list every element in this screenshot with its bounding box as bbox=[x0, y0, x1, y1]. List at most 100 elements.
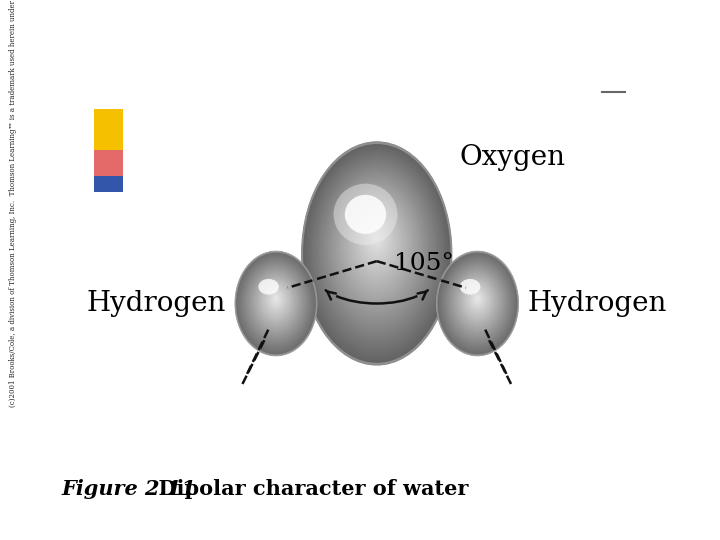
Ellipse shape bbox=[236, 253, 316, 354]
Ellipse shape bbox=[361, 217, 392, 264]
Text: Hydrogen: Hydrogen bbox=[86, 290, 225, 317]
Ellipse shape bbox=[440, 255, 516, 352]
Ellipse shape bbox=[364, 221, 389, 258]
Ellipse shape bbox=[266, 287, 286, 312]
Text: (c)2001 Brooks/Cole, a division of Thomson Learning, Inc.  Thomson Learning™ is : (c)2001 Brooks/Cole, a division of Thoms… bbox=[9, 0, 17, 407]
Ellipse shape bbox=[252, 271, 300, 332]
Ellipse shape bbox=[351, 204, 402, 281]
Ellipse shape bbox=[355, 209, 399, 274]
Ellipse shape bbox=[362, 218, 392, 262]
Text: Oxygen: Oxygen bbox=[459, 144, 566, 171]
Ellipse shape bbox=[239, 256, 313, 350]
Ellipse shape bbox=[369, 227, 384, 249]
Ellipse shape bbox=[474, 295, 480, 302]
Ellipse shape bbox=[346, 198, 408, 289]
Ellipse shape bbox=[373, 232, 380, 243]
Ellipse shape bbox=[323, 168, 431, 329]
Ellipse shape bbox=[240, 257, 312, 349]
Ellipse shape bbox=[320, 166, 433, 333]
Ellipse shape bbox=[333, 181, 421, 313]
Ellipse shape bbox=[374, 234, 379, 241]
Ellipse shape bbox=[324, 170, 430, 327]
Ellipse shape bbox=[308, 150, 446, 354]
Ellipse shape bbox=[474, 294, 482, 304]
FancyBboxPatch shape bbox=[94, 177, 123, 192]
Ellipse shape bbox=[253, 272, 299, 330]
Ellipse shape bbox=[256, 275, 296, 326]
Ellipse shape bbox=[366, 223, 388, 255]
Ellipse shape bbox=[265, 286, 287, 314]
FancyBboxPatch shape bbox=[94, 138, 123, 180]
Ellipse shape bbox=[347, 200, 406, 287]
Ellipse shape bbox=[336, 186, 418, 306]
Ellipse shape bbox=[466, 285, 490, 315]
Ellipse shape bbox=[268, 289, 284, 309]
Ellipse shape bbox=[314, 158, 439, 344]
Ellipse shape bbox=[459, 278, 495, 323]
Ellipse shape bbox=[368, 226, 385, 252]
Ellipse shape bbox=[309, 152, 444, 353]
Ellipse shape bbox=[454, 271, 501, 332]
Ellipse shape bbox=[258, 279, 279, 295]
Ellipse shape bbox=[247, 265, 305, 339]
Ellipse shape bbox=[329, 177, 425, 319]
Ellipse shape bbox=[331, 180, 422, 314]
Ellipse shape bbox=[325, 172, 428, 325]
Ellipse shape bbox=[436, 251, 518, 356]
Ellipse shape bbox=[251, 270, 301, 333]
Ellipse shape bbox=[464, 284, 490, 316]
Ellipse shape bbox=[469, 289, 485, 309]
Ellipse shape bbox=[302, 142, 452, 365]
Ellipse shape bbox=[241, 259, 311, 347]
Ellipse shape bbox=[376, 235, 378, 239]
Ellipse shape bbox=[352, 206, 401, 279]
Ellipse shape bbox=[326, 173, 427, 323]
Ellipse shape bbox=[345, 195, 386, 234]
Ellipse shape bbox=[242, 260, 310, 346]
Ellipse shape bbox=[317, 161, 437, 340]
Ellipse shape bbox=[348, 201, 405, 285]
Ellipse shape bbox=[357, 212, 397, 271]
Ellipse shape bbox=[438, 254, 516, 353]
Text: Dipolar character of water: Dipolar character of water bbox=[144, 478, 469, 499]
Ellipse shape bbox=[334, 183, 420, 310]
Ellipse shape bbox=[472, 293, 482, 305]
Ellipse shape bbox=[367, 224, 387, 253]
Ellipse shape bbox=[350, 202, 404, 283]
Ellipse shape bbox=[237, 254, 315, 353]
Ellipse shape bbox=[330, 178, 423, 316]
Ellipse shape bbox=[235, 251, 317, 356]
Ellipse shape bbox=[475, 296, 480, 301]
Ellipse shape bbox=[263, 284, 289, 316]
Ellipse shape bbox=[458, 275, 498, 326]
Ellipse shape bbox=[333, 184, 397, 245]
Ellipse shape bbox=[255, 274, 297, 328]
Ellipse shape bbox=[456, 274, 498, 328]
Ellipse shape bbox=[343, 195, 410, 293]
Ellipse shape bbox=[471, 291, 485, 308]
Ellipse shape bbox=[341, 192, 413, 298]
Ellipse shape bbox=[307, 148, 446, 356]
Ellipse shape bbox=[257, 276, 295, 325]
Ellipse shape bbox=[441, 257, 513, 349]
Ellipse shape bbox=[340, 191, 413, 300]
Ellipse shape bbox=[467, 287, 487, 312]
Ellipse shape bbox=[469, 288, 487, 311]
Ellipse shape bbox=[310, 153, 443, 350]
Ellipse shape bbox=[460, 279, 480, 295]
Ellipse shape bbox=[243, 261, 309, 345]
Ellipse shape bbox=[271, 293, 281, 305]
Ellipse shape bbox=[303, 144, 451, 363]
Ellipse shape bbox=[312, 155, 442, 348]
Ellipse shape bbox=[356, 211, 397, 273]
Ellipse shape bbox=[275, 297, 277, 300]
Ellipse shape bbox=[472, 292, 483, 307]
Ellipse shape bbox=[449, 266, 505, 338]
Ellipse shape bbox=[238, 255, 314, 352]
Ellipse shape bbox=[267, 288, 285, 311]
Ellipse shape bbox=[345, 197, 409, 292]
Ellipse shape bbox=[264, 285, 288, 315]
Ellipse shape bbox=[446, 262, 509, 343]
Ellipse shape bbox=[453, 270, 503, 333]
Ellipse shape bbox=[270, 292, 282, 307]
